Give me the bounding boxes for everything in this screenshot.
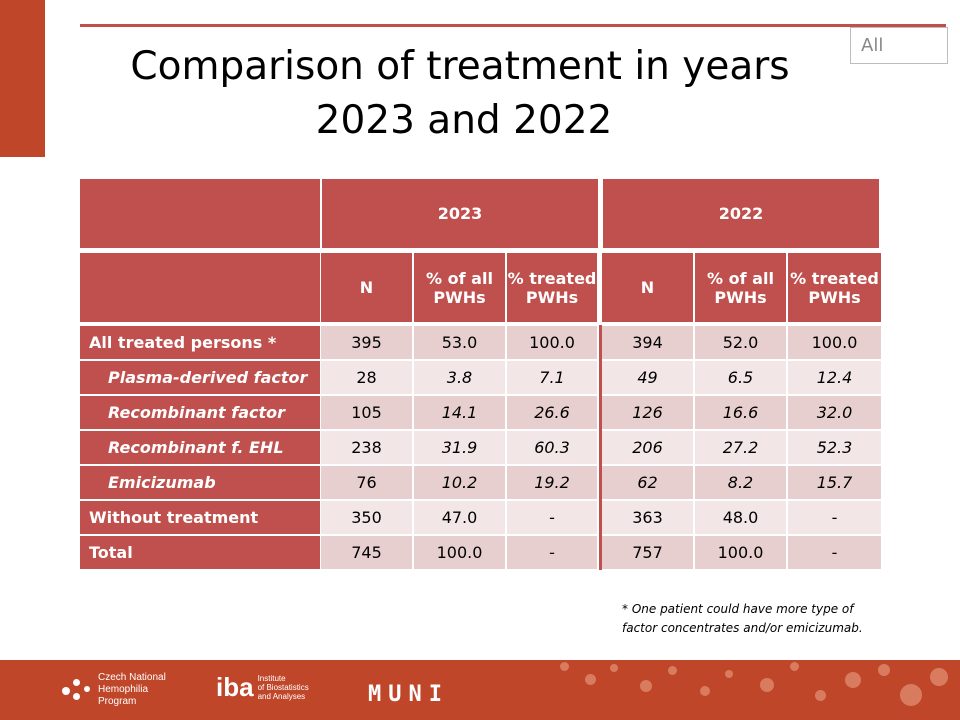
table-cell: 10.2 bbox=[414, 466, 505, 499]
decor-dot bbox=[815, 690, 826, 701]
table-cell: 8.2 bbox=[695, 466, 786, 499]
molecule-icon bbox=[60, 673, 94, 707]
column-header: % treated PWHs bbox=[788, 253, 881, 322]
table-cell: 745 bbox=[321, 536, 412, 569]
table-cell: 395 bbox=[321, 326, 412, 359]
table-cell: 100.0 bbox=[414, 536, 505, 569]
decor-dot bbox=[760, 678, 774, 692]
table-cell: - bbox=[507, 536, 597, 569]
table-cell: 32.0 bbox=[788, 396, 881, 429]
filter-dropdown[interactable]: All bbox=[850, 27, 948, 64]
table-cell: 7.1 bbox=[507, 361, 597, 394]
row-label: Recombinant factor bbox=[80, 396, 320, 429]
decor-dot bbox=[930, 668, 948, 686]
column-header: % treated PWHs bbox=[507, 253, 597, 322]
table-cell: 363 bbox=[602, 501, 693, 534]
decor-dot bbox=[725, 670, 733, 678]
table-cell: 28 bbox=[321, 361, 412, 394]
column-header: % of all PWHs bbox=[695, 253, 786, 322]
table-cell: 3.8 bbox=[414, 361, 505, 394]
slide-title-line2: 2023 and 2022 bbox=[315, 98, 613, 143]
iba-logo-mark: iba bbox=[216, 672, 254, 702]
footnote-line1: * One patient could have more type of bbox=[622, 602, 854, 616]
decor-dot bbox=[610, 664, 618, 672]
decor-dot bbox=[668, 666, 677, 675]
corner-accent-bar bbox=[0, 0, 45, 157]
footnote: * One patient could have more type of fa… bbox=[622, 600, 863, 638]
footer-band bbox=[0, 660, 960, 720]
row-label: Plasma-derived factor bbox=[80, 361, 320, 394]
slide-title: Comparison of treatment in years 2023 an… bbox=[80, 40, 840, 148]
table-cell: 19.2 bbox=[507, 466, 597, 499]
table-cell: 47.0 bbox=[414, 501, 505, 534]
decor-dot bbox=[878, 664, 890, 676]
table-cell: 52.0 bbox=[695, 326, 786, 359]
table-cell: 31.9 bbox=[414, 431, 505, 464]
table-cell: 14.1 bbox=[414, 396, 505, 429]
row-label: Without treatment bbox=[80, 501, 320, 534]
table-cell: 76 bbox=[321, 466, 412, 499]
top-rule bbox=[80, 24, 946, 27]
slide-title-line1: Comparison of treatment in years bbox=[130, 44, 790, 89]
table-cell: 6.5 bbox=[695, 361, 786, 394]
table-cell: 48.0 bbox=[695, 501, 786, 534]
iba-logo: iba Institute of Biostatistics and Analy… bbox=[216, 672, 309, 703]
table-cell: 49 bbox=[602, 361, 693, 394]
table-cell: - bbox=[788, 501, 881, 534]
decor-dot bbox=[790, 662, 799, 671]
table-cell: 100.0 bbox=[507, 326, 597, 359]
muni-logo: MUNI bbox=[368, 682, 449, 707]
table-cell: 105 bbox=[321, 396, 412, 429]
table-cell: - bbox=[788, 536, 881, 569]
table-cell: 27.2 bbox=[695, 431, 786, 464]
table-cell: 62 bbox=[602, 466, 693, 499]
row-label: All treated persons * bbox=[80, 326, 320, 359]
year-separator bbox=[599, 325, 602, 570]
table-cell: 53.0 bbox=[414, 326, 505, 359]
table-cell: 350 bbox=[321, 501, 412, 534]
column-header: % of all PWHs bbox=[414, 253, 505, 322]
table-cell: - bbox=[507, 501, 597, 534]
czech-hemophilia-logo: Czech National Hemophilia Program bbox=[60, 672, 166, 708]
decor-dot bbox=[900, 684, 922, 706]
table-cell: 12.4 bbox=[788, 361, 881, 394]
header-corner-cell bbox=[80, 179, 320, 248]
decor-dot bbox=[640, 680, 652, 692]
column-header: N bbox=[321, 253, 412, 322]
iba-logo-text: Institute of Biostatistics and Analyses bbox=[257, 674, 309, 701]
column-header: N bbox=[602, 253, 693, 322]
decor-dot bbox=[845, 672, 861, 688]
decor-dot bbox=[700, 686, 710, 696]
year-header-cell: 2022 bbox=[603, 179, 879, 248]
row-label: Emicizumab bbox=[80, 466, 320, 499]
table-cell: 100.0 bbox=[788, 326, 881, 359]
row-label: Total bbox=[80, 536, 320, 569]
decor-dot bbox=[585, 674, 596, 685]
table-cell: 206 bbox=[602, 431, 693, 464]
table-cell: 757 bbox=[602, 536, 693, 569]
footnote-line2: factor concentrates and/or emicizumab. bbox=[622, 621, 863, 635]
table-cell: 16.6 bbox=[695, 396, 786, 429]
table-cell: 60.3 bbox=[507, 431, 597, 464]
table-cell: 100.0 bbox=[695, 536, 786, 569]
table-cell: 238 bbox=[321, 431, 412, 464]
table-cell: 15.7 bbox=[788, 466, 881, 499]
subheader-corner-cell bbox=[80, 253, 320, 322]
table-cell: 52.3 bbox=[788, 431, 881, 464]
table-cell: 126 bbox=[602, 396, 693, 429]
czech-hemophilia-logo-text: Czech National Hemophilia Program bbox=[98, 672, 166, 707]
row-label: Recombinant f. EHL bbox=[80, 431, 320, 464]
table-cell: 394 bbox=[602, 326, 693, 359]
year-header-cell: 2023 bbox=[322, 179, 598, 248]
decor-dot bbox=[560, 662, 569, 671]
table-cell: 26.6 bbox=[507, 396, 597, 429]
